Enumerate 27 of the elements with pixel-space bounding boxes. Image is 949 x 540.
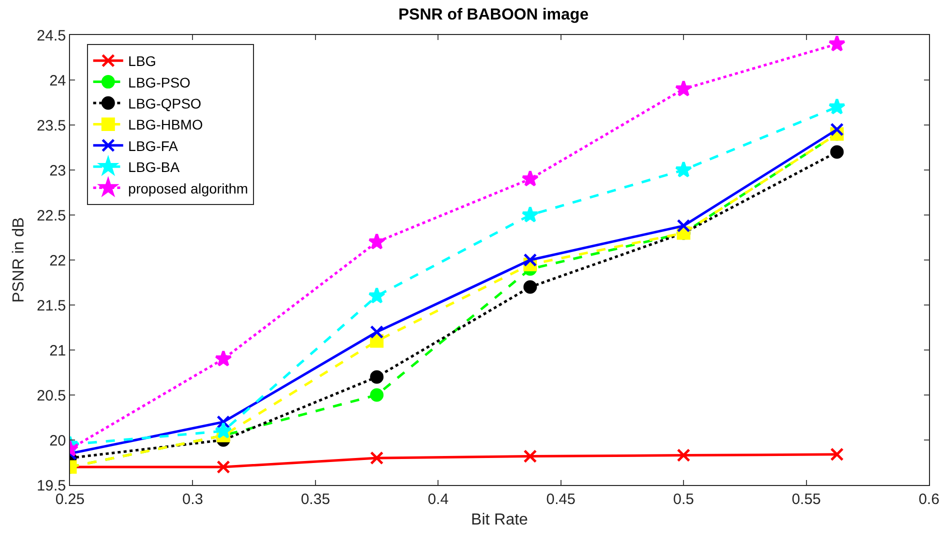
x-tick-label: 0.45 bbox=[546, 491, 576, 508]
x-axis-title: Bit Rate bbox=[471, 512, 528, 529]
y-tick-label: 24 bbox=[49, 72, 66, 90]
x-tick-label: 0.5 bbox=[673, 491, 694, 508]
y-tick-label: 20 bbox=[49, 432, 66, 450]
legend-label: LBG bbox=[128, 53, 156, 70]
y-tick-label: 21 bbox=[49, 342, 66, 360]
legend-label: LBG-PSO bbox=[128, 74, 191, 90]
y-tick-label: 24.5 bbox=[36, 27, 66, 44]
y-tick-label: 23 bbox=[49, 162, 66, 180]
chart-title: PSNR of BABOON image bbox=[398, 6, 589, 24]
legend-label: LBG-HBMO bbox=[128, 116, 203, 133]
y-tick-label: 21.5 bbox=[36, 297, 66, 314]
y-tick-label: 22.5 bbox=[36, 207, 66, 224]
legend-label: LBG-BA bbox=[128, 159, 180, 176]
x-tick-label: 0.6 bbox=[918, 491, 940, 508]
x-tick-label: 0.4 bbox=[428, 491, 449, 508]
x-tick-label: 0.35 bbox=[300, 491, 330, 508]
y-tick-label: 20.5 bbox=[36, 387, 66, 404]
legend-label: LBG-FA bbox=[128, 138, 179, 154]
legend-label: proposed algorithm bbox=[128, 180, 248, 196]
y-tick-label: 22 bbox=[49, 252, 66, 270]
x-tick-label: 0.55 bbox=[792, 491, 821, 508]
legend-label: LBG-QPSO bbox=[128, 95, 202, 112]
x-tick-label: 0.3 bbox=[182, 491, 204, 508]
y-axis-title: PSNR in dB bbox=[10, 217, 28, 303]
y-tick-label: 23.5 bbox=[36, 117, 66, 134]
